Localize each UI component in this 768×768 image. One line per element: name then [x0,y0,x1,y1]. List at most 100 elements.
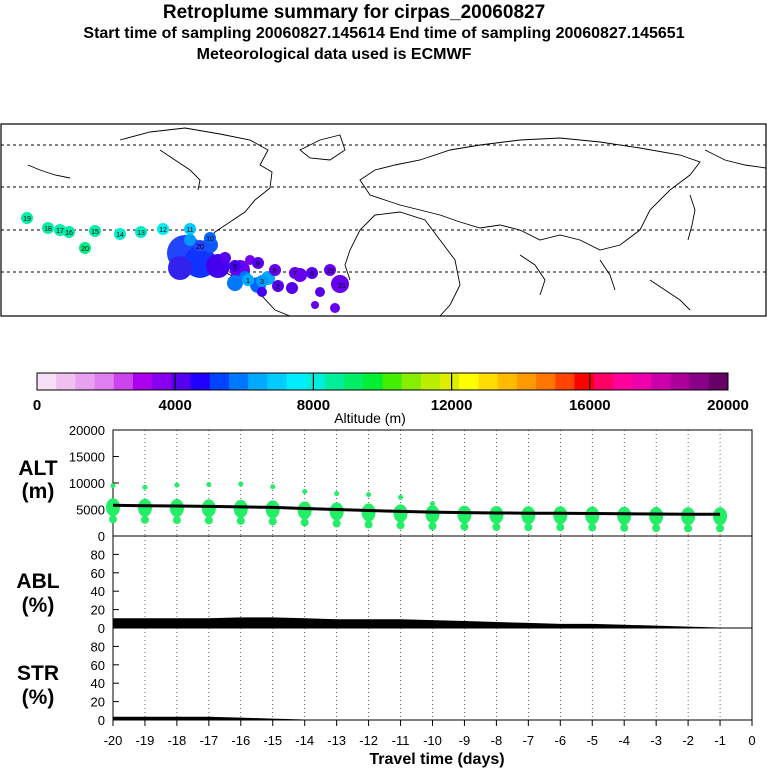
colorbar-swatch-33 [670,373,691,390]
colorbar-tick-5: 20000 [707,397,749,414]
colorbar-swatch-22 [459,373,479,390]
colorbar-swatch-28 [574,373,595,390]
colorbar-swatch-15 [324,373,345,390]
plume-label-8: 11 [186,227,193,234]
ytick-alt-0: 20000 [69,423,105,438]
alt-point-low-1 [140,515,149,524]
ytick-str-2: 40 [91,676,105,691]
ylabel-unit-alt: (m) [22,480,55,503]
alt-point-low-4 [236,516,245,525]
xtick-4: -16 [231,733,250,748]
colorbar-tick-0: 0 [33,397,41,414]
plume-blob-2 [168,256,192,280]
xtick-6: -14 [295,733,314,748]
alt-point-main-4 [233,499,248,518]
alt-point-main-10 [425,505,440,524]
alt-point-low-5 [268,517,277,526]
xtick-11: -9 [459,733,471,748]
plume-point-4 [89,225,101,237]
colorbar-swatch-9 [209,373,230,390]
ytick-alt-3: 5000 [76,503,105,518]
colorbar-label: Altitude (m) [334,410,406,426]
xtick-0: -20 [104,733,123,748]
alt-point-low-7 [332,519,341,528]
ylabel-alt: ALT [18,457,57,480]
plume-label-13: 7 [293,271,297,278]
ytick-str-1: 60 [91,658,105,673]
alt-point-main-0 [106,498,120,517]
alt-point-main-17 [649,507,664,526]
colorbar-swatch-26 [536,373,556,390]
plume-label-0: 19 [23,216,31,223]
plume-label-12: 8 [273,268,277,275]
colorbar-swatch-20 [420,373,441,390]
colorbar-swatch-31 [632,373,652,390]
alt-point-low-12 [492,522,501,531]
plume-blob-17 [311,301,319,309]
plume-point-7 [157,223,169,235]
plume-label-11: 9 [256,261,260,268]
xtick-9: -11 [392,733,410,748]
xtick-19: -1 [714,733,726,748]
xtick-16: -4 [618,733,630,748]
colorbar-swatch-5 [132,373,153,390]
alt-point-low-19 [716,524,725,533]
panel-str: 80 60 40 20 0 STR(%) [17,627,753,728]
colorbar-swatch-25 [516,373,537,390]
panel-alt: 20000 15000 10000 5000 0 ALT(m) [18,423,753,544]
colorbar-swatch-27 [555,373,575,390]
alt-point-low-8 [364,520,373,529]
ytick-alt-4: 0 [98,529,105,544]
panel-abl: 80 60 40 20 0 ABL(%) [16,535,753,636]
retroplume-markers: 1918171615141312111020987654321201521 [21,212,349,313]
alt-point-main-11 [457,505,472,524]
plume-point-12 [269,264,281,276]
plume-blob-15 [219,252,231,264]
plume-label-15: 5 [233,264,237,271]
plume-point-1 [42,222,54,234]
colorbar-swatch-13 [286,373,307,390]
alt-point-main-8 [361,503,376,522]
colorbar-tick-1: 4000 [159,397,192,414]
plume-point-13 [289,267,301,279]
colorbar-swatch-32 [651,373,671,390]
plume-point-19 [242,274,254,286]
alt-point-main-2 [169,499,184,518]
xtick-18: -2 [682,733,694,748]
plume-label-1: 18 [44,226,52,233]
alt-point-high-6 [302,488,308,494]
alt-point-low-10 [428,522,437,531]
plume-point-2 [54,224,66,236]
alt-point-high-4 [238,481,244,487]
colorbar-swatch-18 [382,373,403,390]
alt-point-main-12 [489,505,504,524]
ytick-abl-1: 60 [91,566,105,581]
plume-point-3 [63,226,75,238]
plume-label-3: 16 [65,230,73,237]
colorbar-swatch-30 [612,373,633,390]
alt-point-high-7 [334,491,340,497]
alt-point-low-9 [396,521,405,530]
plume-label-9: 10 [206,236,214,243]
colorbar-swatch-23 [478,373,499,390]
colorbar-swatch-17 [363,373,383,390]
xtick-8: -12 [359,733,378,748]
xtick-13: -7 [523,733,535,748]
plume-blob-8 [315,287,325,297]
colorbar-swatch-8 [190,373,211,390]
alt-point-low-11 [460,522,469,531]
alt-point-high-14 [557,507,563,513]
plume-blob-12 [184,234,196,246]
time-series-panels: 20000150001000050000ALT(m)806040200ABL(%… [16,423,755,768]
ytick-abl-2: 40 [91,584,105,599]
colorbar-tick-3: 12000 [431,397,473,414]
panel-frame-abl [112,535,753,629]
alt-point-low-15 [588,523,597,532]
ylabel-abl: ABL [16,570,59,593]
xtick-10: -10 [423,733,442,748]
alt-point-main-19 [713,507,728,526]
alt-point-high-12 [493,507,499,513]
xtick-2: -18 [168,733,187,748]
colorbar-swatch-0 [37,373,57,390]
